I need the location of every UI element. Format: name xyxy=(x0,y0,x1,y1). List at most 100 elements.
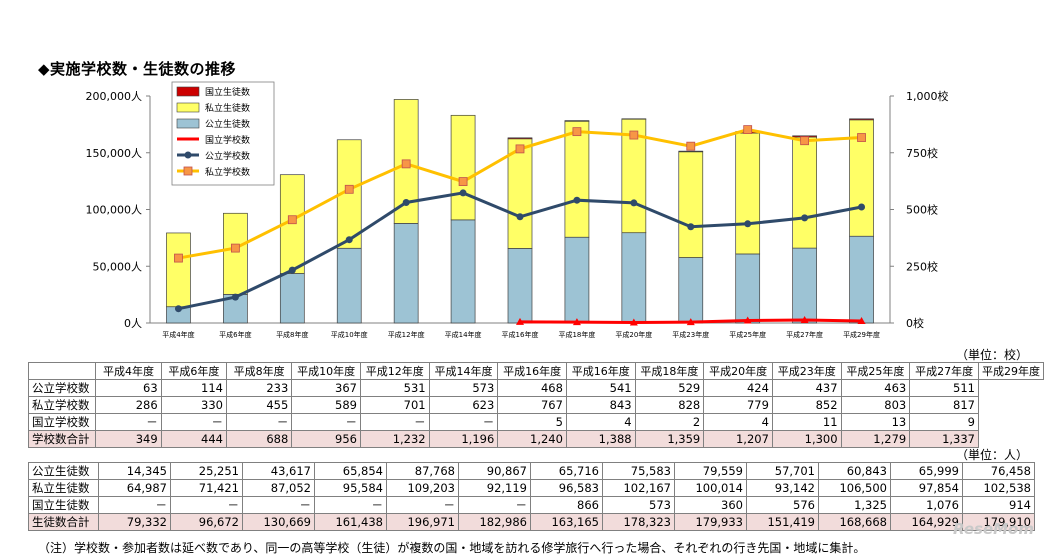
table-cell: 64,987 xyxy=(98,479,171,497)
table-row: 生徒数合計 79,332 96,672 130,669 161,438 196,971 18… xyxy=(28,513,1035,531)
table-cell: 1,240 xyxy=(497,430,567,448)
table-cell: 87,052 xyxy=(242,479,315,497)
column-header: 平成10年度 xyxy=(291,362,361,380)
table-cell: 25,251 xyxy=(170,462,243,480)
table-cell: － xyxy=(98,496,171,514)
table-cell: 330 xyxy=(160,396,228,414)
column-header: 平成12年度 xyxy=(359,362,430,380)
table-cell: 65,854 xyxy=(314,462,387,480)
table-cell: 9 xyxy=(909,413,979,431)
column-header: 平成25年度 xyxy=(840,362,911,380)
table-cell: 1,196 xyxy=(428,430,499,448)
bar-公立生徒数 xyxy=(735,253,761,324)
legend-label: 私立生徒数 xyxy=(205,102,250,114)
marker-国立学校数 xyxy=(800,316,809,324)
x-tick-label: 平成4年度 xyxy=(162,330,194,339)
marker-私立学校数 xyxy=(686,141,696,151)
marker-私立学校数 xyxy=(401,159,411,169)
column-header: 平成16年度 xyxy=(565,362,636,380)
table-cell: 817 xyxy=(909,396,979,414)
table-cell: 463 xyxy=(840,379,911,397)
bar-公立生徒数 xyxy=(564,236,590,324)
column-header: 平成14年度 xyxy=(428,362,499,380)
x-tick-label: 平成29年度 xyxy=(843,330,880,339)
marker-国立学校数 xyxy=(572,318,581,326)
legend-label: 公立学校数 xyxy=(205,150,250,162)
table-cell: 100,014 xyxy=(674,479,747,497)
x-tick-label: 平成6年度 xyxy=(219,330,251,339)
table-cell: 688 xyxy=(225,430,293,448)
table-cell: 1,207 xyxy=(703,430,773,448)
column-header: 平成23年度 xyxy=(771,362,842,380)
student-unit-label: （単位：人） xyxy=(956,448,1029,462)
bar-国立生徒数 xyxy=(678,150,704,153)
table-cell: 114 xyxy=(160,379,228,397)
table-cell: 76,458 xyxy=(962,462,1035,480)
table-cell: 843 xyxy=(565,396,636,414)
legend-marker xyxy=(183,166,193,176)
marker-私立学校数 xyxy=(857,133,866,142)
table-cell: 1,337 xyxy=(909,430,979,448)
table-cell: － xyxy=(160,413,228,431)
table-cell: 233 xyxy=(225,379,293,397)
table-cell: 179,910 xyxy=(962,513,1035,531)
bar-国立生徒数 xyxy=(849,118,874,121)
marker-私立学校数 xyxy=(230,243,240,253)
table-cell: 529 xyxy=(634,379,705,397)
table-row: 学校数合計 349 444 688 956 1,232 1,196 1,240 1,388 1,3… xyxy=(27,430,1044,448)
table-cell: 1,388 xyxy=(565,430,636,448)
table-cell: 541 xyxy=(565,379,636,397)
table-cell: 360 xyxy=(674,496,747,514)
column-header: 平成27年度 xyxy=(909,362,979,380)
x-tick-label: 平成23年度 xyxy=(672,330,709,339)
table-cell: － xyxy=(428,413,499,431)
marker-私立学校数 xyxy=(287,215,297,225)
right-tick-label: 500校 xyxy=(906,203,938,217)
marker-公立学校数 xyxy=(174,305,182,313)
table-cell: 196,971 xyxy=(386,513,459,531)
table-cell: 182,986 xyxy=(458,513,531,531)
column-header: 平成20年度 xyxy=(703,362,773,380)
marker-私立学校数 xyxy=(515,144,525,154)
legend-swatch xyxy=(176,118,200,129)
right-tick-label: 750校 xyxy=(906,146,938,160)
table-cell: 2 xyxy=(634,413,705,431)
table-cell: 573 xyxy=(428,379,499,397)
table-cell: 455 xyxy=(225,396,293,414)
legend-swatch xyxy=(176,86,200,97)
bar-私立生徒数 xyxy=(450,114,476,221)
legend-label: 国立学校数 xyxy=(205,134,250,146)
table-cell: － xyxy=(359,413,430,431)
marker-私立学校数 xyxy=(629,130,639,140)
marker-私立学校数 xyxy=(743,125,753,134)
left-tick-label: 50,000人 xyxy=(93,260,143,273)
table-cell: 1,076 xyxy=(890,496,963,514)
marker-私立学校数 xyxy=(344,184,354,194)
table-cell: 57,701 xyxy=(746,462,819,480)
table-cell: 13 xyxy=(840,413,911,431)
legend-label: 私立学校数 xyxy=(205,166,250,178)
x-tick-label: 平成27年度 xyxy=(786,330,823,339)
bar-公立生徒数 xyxy=(792,247,817,324)
table-cell: 71,421 xyxy=(170,479,243,497)
table-row: 国立学校数－－－－－－ 5 4 2 4 11 13 9 xyxy=(27,413,1044,431)
table-row: 公立生徒数 14,345 25,251 43,617 65,854 87,768 90,86… xyxy=(28,462,1035,480)
table-cell: － xyxy=(458,496,531,514)
column-header xyxy=(27,362,97,380)
marker-私立学校数 xyxy=(800,136,810,146)
marker-公立学校数 xyxy=(402,198,410,206)
table-cell: 75,583 xyxy=(602,462,675,480)
row-label: 私立生徒数 xyxy=(28,479,99,497)
legend-label: 公立生徒数 xyxy=(205,118,250,130)
legend-swatch xyxy=(176,102,200,113)
bar-公立生徒数 xyxy=(678,257,704,324)
marker-公立学校数 xyxy=(630,199,638,207)
bar-私立生徒数 xyxy=(735,132,761,255)
marker-公立学校数 xyxy=(801,214,809,222)
table-cell: 97,854 xyxy=(890,479,963,497)
table-row: 私立学校数 286 330 455 589 701 623 767 843 828 779 852 80… xyxy=(27,396,1044,414)
table-cell: 87,768 xyxy=(386,462,459,480)
table-cell: 164,929 xyxy=(890,513,963,531)
table-cell: 1,300 xyxy=(771,430,842,448)
table-cell: 576 xyxy=(746,496,819,514)
